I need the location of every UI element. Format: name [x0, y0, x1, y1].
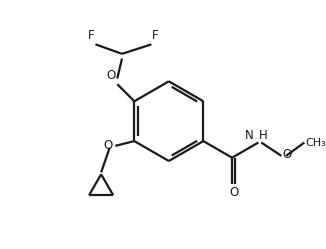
Text: O: O [106, 69, 115, 82]
Text: O: O [229, 186, 238, 199]
Text: O: O [103, 139, 112, 152]
Text: F: F [88, 29, 95, 42]
Text: N: N [245, 128, 254, 142]
Text: H: H [259, 128, 267, 142]
Text: CH₃: CH₃ [305, 137, 326, 147]
Text: F: F [152, 29, 158, 42]
Text: O: O [282, 148, 291, 161]
